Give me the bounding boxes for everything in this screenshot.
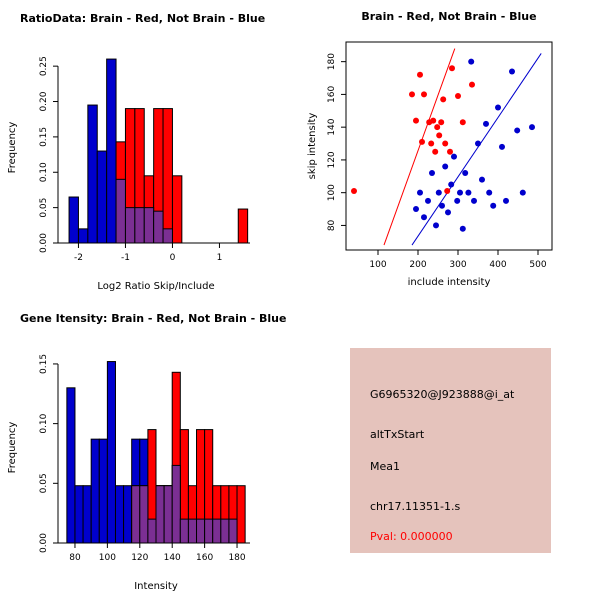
svg-text:400: 400 [489,260,506,270]
svg-text:120: 120 [131,553,148,563]
svg-text:0.15: 0.15 [39,127,49,147]
gene-intensity-histogram-chart: Gene Itensity: Brain - Red, Not Brain - … [7,312,286,592]
svg-text:RatioData: Brain - Red, Not Br: RatioData: Brain - Red, Not Brain - Blue [20,12,265,25]
probe-id-text: G6965320@J923888@i_at [370,388,515,401]
svg-text:-2: -2 [74,253,83,263]
svg-text:Intensity: Intensity [134,581,178,592]
svg-text:0.25: 0.25 [39,56,49,76]
svg-text:1: 1 [217,253,223,263]
pval-text: Pval: 0.000000 [370,530,453,543]
svg-text:100: 100 [369,260,386,270]
ratio-histogram-chart: RatioData: Brain - Red, Not Brain - Blue… [7,12,265,292]
svg-text:160: 160 [327,86,337,103]
svg-text:Frequency: Frequency [7,122,18,174]
svg-text:80: 80 [69,553,81,563]
svg-text:160: 160 [196,553,213,563]
svg-text:Gene Itensity: Brain - Red, No: Gene Itensity: Brain - Red, Not Brain - … [20,312,286,325]
svg-text:-1: -1 [121,253,130,263]
svg-text:80: 80 [327,219,337,231]
svg-text:include intensity: include intensity [408,277,491,288]
svg-text:0.10: 0.10 [39,162,49,182]
svg-text:500: 500 [529,260,546,270]
svg-text:100: 100 [327,184,337,201]
svg-text:0.20: 0.20 [39,91,49,111]
svg-text:140: 140 [164,553,181,563]
svg-text:140: 140 [327,118,337,135]
svg-text:120: 120 [327,151,337,168]
svg-text:0.05: 0.05 [39,473,49,493]
intensity-scatter-chart: Brain - Red, Not Brain - Blue 100 200 300 40… [307,10,553,288]
svg-text:0.10: 0.10 [39,413,49,433]
svg-text:180: 180 [327,53,337,70]
genomic-location-text: chr17.11351-1.s [370,500,461,513]
probe-info-panel: G6965320@J923888@i_at altTxStart Mea1 ch… [350,348,551,553]
svg-text:0.00: 0.00 [39,533,49,553]
svg-text:0.05: 0.05 [39,198,49,218]
svg-text:0.15: 0.15 [39,354,49,374]
svg-text:Frequency: Frequency [7,422,18,474]
svg-text:100: 100 [99,553,116,563]
svg-text:300: 300 [449,260,466,270]
gene-name-text: Mea1 [370,460,400,473]
svg-text:180: 180 [228,553,245,563]
event-type-text: altTxStart [370,428,425,441]
svg-text:0.00: 0.00 [39,233,49,253]
svg-text:Log2 Ratio Skip/Include: Log2 Ratio Skip/Include [97,281,214,292]
svg-text:skip intensity: skip intensity [307,113,318,180]
svg-text:Brain - Red, Not Brain - Blue: Brain - Red, Not Brain - Blue [361,10,536,23]
svg-text:0: 0 [170,253,176,263]
svg-text:200: 200 [409,260,426,270]
